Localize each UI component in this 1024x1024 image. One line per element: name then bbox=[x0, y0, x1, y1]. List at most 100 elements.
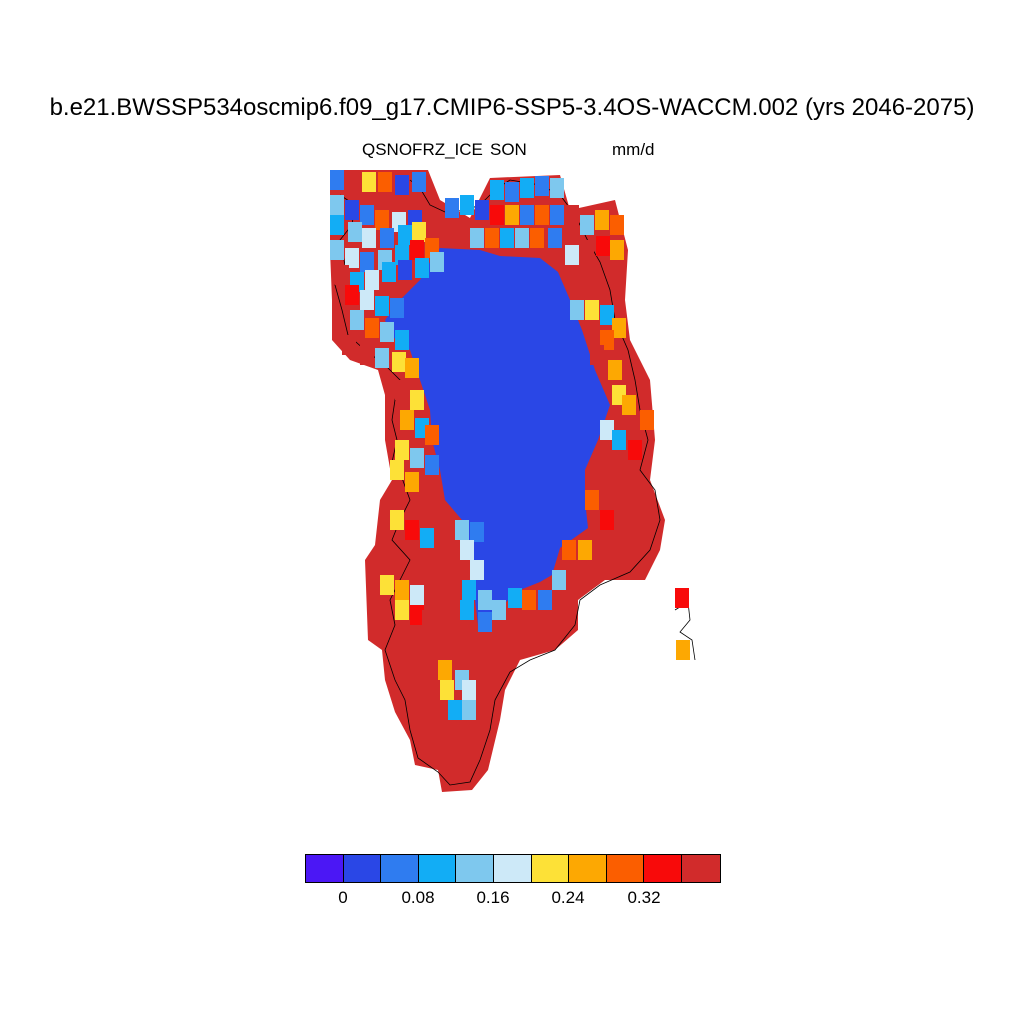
grid-cell bbox=[600, 305, 614, 325]
grid-cell bbox=[412, 172, 426, 192]
grid-cell bbox=[348, 222, 362, 242]
grid-cell bbox=[330, 170, 344, 190]
grid-cell bbox=[580, 240, 594, 260]
grid-cell bbox=[425, 455, 439, 475]
grid-cell bbox=[438, 660, 452, 680]
grid-cell bbox=[345, 172, 359, 192]
grid-cell bbox=[375, 210, 389, 230]
colorbar-tick-label: 0.32 bbox=[627, 888, 661, 907]
grid-cell bbox=[405, 520, 419, 540]
grid-cell bbox=[492, 600, 506, 620]
grid-cell bbox=[675, 588, 689, 608]
grid-cell bbox=[535, 205, 549, 225]
grid-cell bbox=[600, 420, 614, 440]
grid-cell bbox=[550, 205, 564, 225]
ice-interior bbox=[385, 248, 610, 625]
grid-cell bbox=[392, 352, 406, 372]
grid-cell bbox=[360, 252, 374, 272]
colorbar-box bbox=[493, 855, 532, 882]
grid-cell bbox=[530, 228, 544, 248]
grid-cell bbox=[578, 540, 592, 560]
grid-cell bbox=[335, 265, 349, 285]
grid-cell bbox=[565, 245, 579, 265]
grid-cell bbox=[420, 528, 434, 548]
units-label: mm/d bbox=[612, 140, 655, 159]
grid-cell bbox=[365, 318, 379, 338]
season-label: SON bbox=[490, 140, 527, 159]
grid-cell bbox=[585, 490, 599, 510]
grid-cell bbox=[470, 522, 484, 542]
grid-cell bbox=[478, 612, 492, 632]
grid-cell bbox=[330, 240, 344, 260]
grid-cell bbox=[342, 335, 356, 355]
colorbar-tick-label: 0.16 bbox=[476, 888, 510, 907]
grid-cell bbox=[622, 395, 636, 415]
colorbar-box bbox=[606, 855, 645, 882]
grid-cell bbox=[505, 205, 519, 225]
grid-cell bbox=[500, 228, 514, 248]
colorbar-box bbox=[381, 855, 419, 882]
grid-cell bbox=[520, 178, 534, 198]
colorbar-box bbox=[569, 855, 607, 882]
colorbar bbox=[305, 854, 721, 883]
colorbar-box bbox=[306, 855, 344, 882]
grid-cell bbox=[412, 222, 426, 242]
grid-cell bbox=[562, 540, 576, 560]
grid-cell bbox=[595, 210, 609, 230]
grid-cell bbox=[395, 175, 409, 195]
grid-cell bbox=[478, 590, 492, 610]
colorbar-tick-label: 0 bbox=[338, 888, 348, 907]
grid-cell bbox=[490, 205, 504, 225]
grid-cell bbox=[462, 700, 476, 720]
grid-cell bbox=[395, 580, 409, 600]
grid-cell bbox=[440, 680, 454, 700]
grid-cell bbox=[365, 270, 379, 290]
grid-cell bbox=[330, 195, 344, 215]
grid-cell bbox=[360, 290, 374, 310]
grid-cell bbox=[398, 225, 412, 245]
plot-title: b.e21.BWSSP534oscmip6.f09_g17.CMIP6-SSP5… bbox=[49, 94, 975, 121]
grid-cell bbox=[395, 440, 409, 460]
grid-cell bbox=[398, 260, 412, 280]
grid-cell bbox=[445, 198, 459, 218]
grid-cell bbox=[455, 520, 469, 540]
grid-cell bbox=[462, 580, 476, 600]
grid-cell bbox=[380, 228, 394, 248]
grid-cell bbox=[565, 205, 579, 225]
grid-cell bbox=[378, 172, 392, 192]
colorbar-box bbox=[531, 855, 570, 882]
grid-cell bbox=[520, 205, 534, 225]
grid-cell bbox=[390, 460, 404, 480]
grid-cells bbox=[330, 170, 690, 720]
colorbar-box bbox=[681, 855, 720, 882]
grid-cell bbox=[515, 228, 529, 248]
grid-cell bbox=[405, 472, 419, 492]
grid-cell bbox=[380, 575, 394, 595]
colorbar-box bbox=[456, 855, 494, 882]
grid-cell bbox=[596, 236, 610, 256]
grid-cell bbox=[610, 215, 624, 235]
grid-cell bbox=[330, 215, 344, 235]
grid-cell bbox=[345, 285, 359, 305]
colorbar-box bbox=[343, 855, 382, 882]
grid-cell bbox=[470, 560, 484, 580]
grid-cell bbox=[382, 262, 396, 282]
grid-cell bbox=[490, 180, 504, 200]
grid-cell bbox=[410, 605, 424, 625]
grid-cell bbox=[608, 360, 622, 380]
grid-cell bbox=[430, 252, 444, 272]
grid-cell bbox=[610, 240, 624, 260]
grid-cell bbox=[345, 248, 359, 268]
grid-cell bbox=[585, 300, 599, 320]
grid-cell bbox=[362, 228, 376, 248]
grid-cell bbox=[550, 178, 564, 198]
grid-cell bbox=[470, 228, 484, 248]
grid-cell bbox=[375, 348, 389, 368]
grid-cell bbox=[548, 228, 562, 248]
grid-cell bbox=[410, 448, 424, 468]
grid-cell bbox=[360, 205, 374, 225]
grid-cell bbox=[580, 215, 594, 235]
grid-cell bbox=[448, 700, 462, 720]
grid-cell bbox=[640, 410, 654, 430]
